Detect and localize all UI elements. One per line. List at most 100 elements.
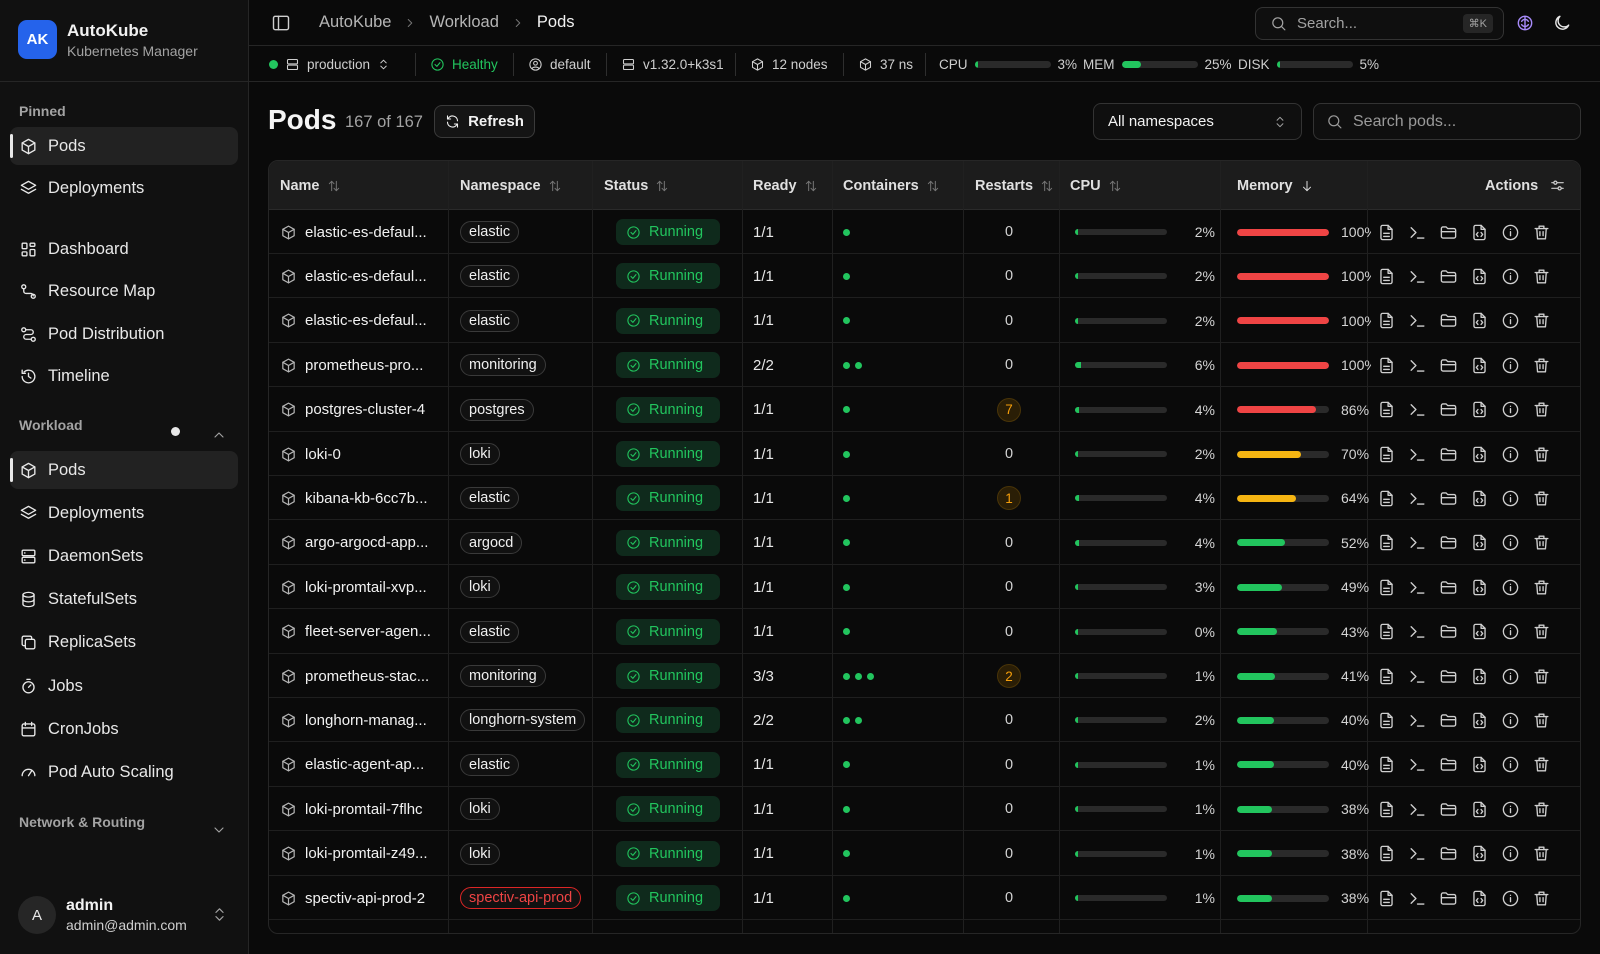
trash-icon[interactable]	[1532, 533, 1551, 552]
refresh-button[interactable]: Refresh	[434, 105, 535, 138]
trash-icon[interactable]	[1532, 667, 1551, 686]
info-icon[interactable]	[1501, 489, 1520, 508]
logs-icon[interactable]	[1377, 533, 1396, 552]
folder-icon[interactable]	[1439, 400, 1458, 419]
folder-icon[interactable]	[1439, 889, 1458, 908]
column-header-namespace[interactable]: Namespace	[460, 161, 562, 210]
namespace-badge[interactable]: loki	[460, 443, 500, 465]
folder-icon[interactable]	[1439, 711, 1458, 730]
container-status-dot[interactable]	[843, 850, 850, 858]
container-status-dot[interactable]	[855, 361, 862, 369]
sidebar-item-deployments[interactable]: Deployments	[10, 494, 238, 532]
terminal-icon[interactable]	[1408, 311, 1427, 330]
terminal-icon[interactable]	[1408, 800, 1427, 819]
terminal-icon[interactable]	[1408, 356, 1427, 375]
sidebar-item-resource-map[interactable]: Resource Map	[10, 273, 238, 311]
namespace-indicator[interactable]: default	[528, 47, 591, 82]
trash-icon[interactable]	[1532, 489, 1551, 508]
column-header-name[interactable]: Name	[280, 161, 341, 210]
namespace-badge[interactable]: loki	[460, 798, 500, 821]
column-header-memory[interactable]: Memory	[1237, 161, 1314, 210]
namespace-badge[interactable]: spectiv-api-prod	[460, 887, 582, 909]
file-code-icon[interactable]	[1470, 622, 1489, 641]
table-row[interactable]: kibana-kb-6cc7b... elastic Running 1/1 1 4% 64…	[269, 476, 1580, 521]
folder-icon[interactable]	[1439, 800, 1458, 819]
trash-icon[interactable]	[1532, 800, 1551, 819]
pod-name-cell[interactable]: spectiv-api-prod-2	[280, 876, 425, 920]
pod-name-cell[interactable]: loki-promtail-z49...	[280, 832, 428, 876]
chevron-up-icon[interactable]	[211, 427, 227, 443]
table-row[interactable]: elastic-es-defaul... elastic Running 1/1 0 2%…	[269, 299, 1580, 343]
terminal-icon[interactable]	[1408, 533, 1427, 552]
logs-icon[interactable]	[1377, 445, 1396, 464]
trash-icon[interactable]	[1532, 578, 1551, 597]
container-status-dot[interactable]	[843, 894, 850, 902]
file-code-icon[interactable]	[1470, 445, 1489, 464]
container-status-dot[interactable]	[843, 450, 850, 458]
column-header-containers[interactable]: Containers	[843, 161, 940, 210]
table-row[interactable]: elastic-es-defaul... elastic Running 1/1 0 2%…	[269, 210, 1580, 254]
trash-icon[interactable]	[1532, 267, 1551, 286]
table-row[interactable]: elastic-agent-ap... elastic Running 1/1 0 1% 4…	[269, 743, 1580, 787]
container-status-dot[interactable]	[843, 583, 850, 591]
moon-icon[interactable]	[1552, 13, 1572, 33]
file-code-icon[interactable]	[1470, 755, 1489, 774]
pinned-item-pods[interactable]: Pods	[10, 127, 238, 165]
namespace-badge[interactable]: elastic	[460, 753, 520, 776]
container-status-dot[interactable]	[843, 761, 850, 769]
pod-name-cell[interactable]: elastic-agent-ap...	[280, 743, 424, 787]
table-row[interactable]: argo-argocd-app... argocd Running 1/1 0 4% 52%	[269, 521, 1580, 565]
terminal-icon[interactable]	[1408, 223, 1427, 242]
pod-name-cell[interactable]: elastic-es-defaul...	[280, 299, 427, 343]
info-icon[interactable]	[1501, 356, 1520, 375]
container-status-dot[interactable]	[843, 406, 850, 414]
file-code-icon[interactable]	[1470, 711, 1489, 730]
table-row[interactable]: prometheus-stac... monitoring Running 3/3 2 1…	[269, 654, 1580, 698]
column-settings-icon[interactable]	[1549, 177, 1566, 194]
info-icon[interactable]	[1501, 755, 1520, 774]
folder-icon[interactable]	[1439, 578, 1458, 597]
table-row[interactable]: spectiv-api-prod-2 spectiv-api-prod Runnin…	[269, 876, 1580, 920]
terminal-icon[interactable]	[1408, 578, 1427, 597]
file-code-icon[interactable]	[1470, 889, 1489, 908]
terminal-icon[interactable]	[1408, 844, 1427, 863]
ai-assistant-icon[interactable]	[1515, 13, 1535, 33]
terminal-icon[interactable]	[1408, 489, 1427, 508]
file-code-icon[interactable]	[1470, 311, 1489, 330]
info-icon[interactable]	[1501, 800, 1520, 819]
terminal-icon[interactable]	[1408, 445, 1427, 464]
user-menu[interactable]: A admin admin@admin.com	[18, 896, 187, 934]
file-code-icon[interactable]	[1470, 578, 1489, 597]
pod-name-cell[interactable]: longhorn-manag...	[280, 698, 427, 742]
namespace-badge[interactable]: elastic	[460, 620, 520, 643]
pod-name-cell[interactable]: kibana-kb-6cc7b...	[280, 476, 428, 520]
pinned-item-deployments[interactable]: Deployments	[10, 170, 238, 208]
sidebar-item-jobs[interactable]: Jobs	[10, 667, 238, 705]
folder-icon[interactable]	[1439, 755, 1458, 774]
info-icon[interactable]	[1501, 622, 1520, 641]
pod-name-cell[interactable]: fleet-server-agen...	[280, 610, 431, 654]
file-code-icon[interactable]	[1470, 356, 1489, 375]
logs-icon[interactable]	[1377, 755, 1396, 774]
pod-name-cell[interactable]: prometheus-stac...	[280, 654, 429, 698]
folder-icon[interactable]	[1439, 533, 1458, 552]
file-code-icon[interactable]	[1470, 400, 1489, 419]
container-status-dot[interactable]	[843, 672, 850, 680]
logs-icon[interactable]	[1377, 667, 1396, 686]
namespace-badge[interactable]: elastic	[460, 265, 520, 288]
trash-icon[interactable]	[1532, 622, 1551, 641]
file-code-icon[interactable]	[1470, 489, 1489, 508]
container-status-dot[interactable]	[843, 539, 850, 547]
logs-icon[interactable]	[1377, 489, 1396, 508]
sidebar-toggle-icon[interactable]	[271, 13, 291, 33]
pod-name-cell[interactable]: argo-argocd-app...	[280, 521, 428, 565]
file-code-icon[interactable]	[1470, 223, 1489, 242]
logs-icon[interactable]	[1377, 844, 1396, 863]
namespace-badge[interactable]: longhorn-system	[460, 709, 586, 732]
chevrons-up-down-icon[interactable]	[211, 906, 228, 923]
folder-icon[interactable]	[1439, 622, 1458, 641]
pod-name-cell[interactable]: prometheus-pro...	[280, 343, 423, 387]
trash-icon[interactable]	[1532, 311, 1551, 330]
namespace-badge[interactable]: loki	[460, 576, 500, 599]
terminal-icon[interactable]	[1408, 889, 1427, 908]
